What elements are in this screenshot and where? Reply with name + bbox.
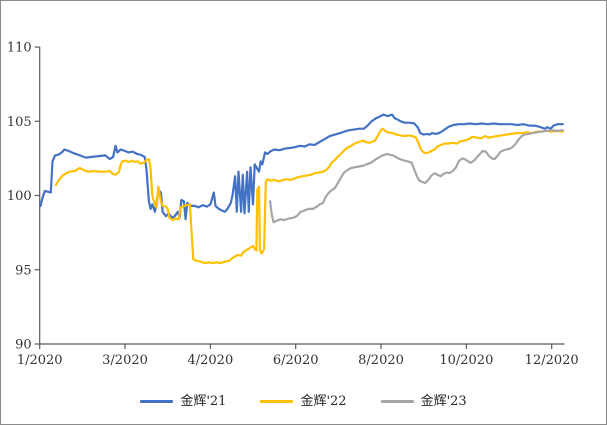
legend-swatch-blue-line: [140, 399, 174, 403]
y-tick-label: 100: [7, 189, 32, 204]
x-tick-label: 8/2020: [358, 353, 404, 368]
legend-swatch-gray-line: [380, 399, 414, 403]
legend-label: 金辉'21: [180, 393, 227, 409]
x-tick-label: 4/2020: [187, 353, 233, 368]
y-tick-label: 90: [15, 338, 32, 353]
legend-swatch-gold-line: [260, 399, 294, 403]
x-tick-label: 1/2020: [17, 353, 63, 368]
x-tick-label: 12/2020: [525, 353, 579, 368]
series-line-0: [39, 113, 564, 221]
y-tick-label: 95: [15, 263, 32, 278]
x-tick-label: 10/2020: [439, 353, 493, 368]
legend-item-jinhui-21: 金辉'21: [140, 395, 226, 408]
legend-item-jinhui-23: 金辉'23: [380, 393, 467, 409]
legend-label: 金辉'22: [300, 393, 347, 409]
x-tick-label: 6/2020: [273, 353, 319, 368]
series-line-1: [54, 127, 564, 265]
x-tick-label: 3/2020: [102, 353, 148, 368]
legend-label: 金辉'23: [420, 393, 467, 409]
legend-item-jinhui-22: 金辉'22: [260, 393, 347, 409]
chart-legend: 金辉'21 金辉'22 金辉'23: [1, 389, 606, 413]
y-tick-label: 105: [7, 115, 32, 130]
series-line-2: [269, 129, 564, 224]
y-tick-label: 110: [7, 41, 32, 56]
